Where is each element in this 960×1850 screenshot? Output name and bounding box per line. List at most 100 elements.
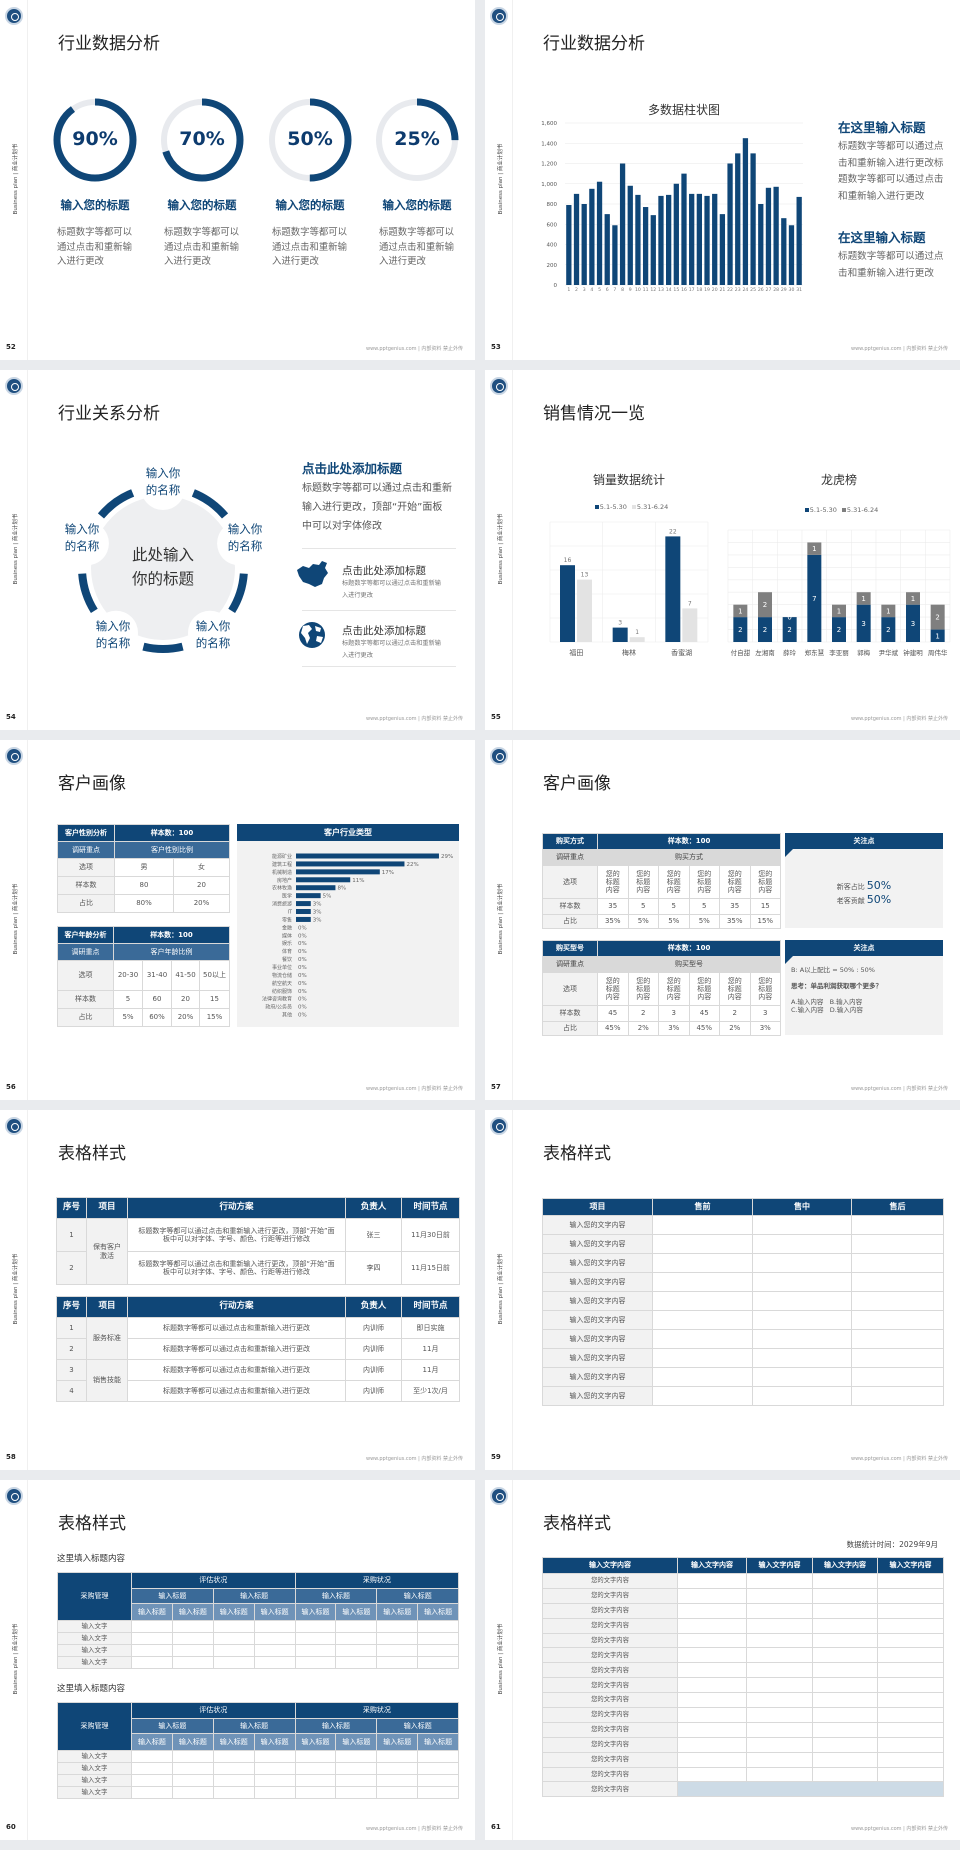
x-tick-label: 19 bbox=[704, 287, 710, 293]
table-cell bbox=[851, 1367, 944, 1387]
bar bbox=[612, 225, 618, 285]
table-cell: 调研重点 bbox=[57, 841, 115, 859]
table-row: 输入文字 bbox=[57, 1632, 460, 1645]
bar bbox=[666, 194, 672, 285]
table-cell bbox=[812, 1766, 878, 1783]
ring-text: 标题数字等都可以通过点击和重新输入进行更改 bbox=[164, 227, 240, 267]
table-cell: 张三 bbox=[345, 1218, 402, 1252]
table-cell bbox=[131, 1774, 173, 1787]
table-cell: 标题数字等都可以通过点击和重新输入进行更改 bbox=[127, 1317, 346, 1339]
table-cell: 3% bbox=[749, 1021, 782, 1036]
table-cell bbox=[877, 1662, 944, 1679]
category-label: 医学 bbox=[282, 893, 292, 900]
bar-segment bbox=[930, 629, 945, 642]
table-cell bbox=[171, 1786, 214, 1799]
table-cell: 占比 bbox=[57, 894, 115, 913]
category-label: 能源矿业 bbox=[272, 853, 292, 860]
bar bbox=[573, 193, 580, 285]
ring-percent: 70% bbox=[179, 128, 225, 150]
table-cell: 样本数：100 bbox=[114, 824, 230, 842]
table-row: 输入您的文字内容 bbox=[542, 1234, 944, 1254]
y-tick-label: 1,400 bbox=[541, 141, 557, 147]
data-label: 1 bbox=[837, 607, 841, 615]
table-cell: 调研重点 bbox=[57, 943, 114, 961]
bar bbox=[658, 195, 664, 285]
table-cell: 3 bbox=[658, 1005, 690, 1022]
table-cell: 输入标题 bbox=[212, 1718, 296, 1734]
table-cell: 占比 bbox=[542, 914, 598, 929]
page-number: 61 bbox=[491, 1823, 501, 1831]
table-row: 输入您的文字内容 bbox=[542, 1253, 944, 1273]
table-cell: 购买方式 bbox=[542, 833, 598, 850]
table-cell: 您的标题内容 bbox=[688, 972, 720, 1006]
table-cell: 输入标题 bbox=[212, 1603, 255, 1621]
logo-icon bbox=[5, 377, 23, 395]
table-cell bbox=[812, 1573, 878, 1589]
slide-title: 表格样式 bbox=[58, 1144, 126, 1164]
x-tick-label: 6 bbox=[606, 287, 609, 293]
table-cell bbox=[171, 1750, 214, 1763]
table-cell: 输入您的文字内容 bbox=[542, 1215, 653, 1235]
table-row: 购买方式 样本数：100 bbox=[542, 833, 782, 850]
table-row: 选项 您的标题内容 您的标题内容 您的标题内容 您的标题内容 您的标题内容 您的标题内容 bbox=[542, 865, 782, 899]
slide-title: 表格样式 bbox=[58, 1514, 126, 1534]
slide-56: Business plan | 商业计划书 56 客户画像 www.pptgenius… bbox=[0, 740, 475, 1100]
table-cell: 您的标题内容 bbox=[749, 972, 782, 1006]
x-tick-label: 1 bbox=[567, 287, 570, 293]
table-cell: 售前 bbox=[652, 1198, 753, 1216]
table-cell: 您的文字内容 bbox=[542, 1751, 678, 1768]
category-label: 媒体 bbox=[282, 932, 292, 939]
stat-label: 老客贡献 bbox=[836, 897, 865, 905]
table-cell bbox=[677, 1662, 747, 1679]
bar bbox=[719, 214, 726, 285]
table-cell: 行动方案 bbox=[127, 1197, 346, 1219]
chart-title: 销量数据统计 bbox=[592, 473, 665, 487]
logo-icon bbox=[5, 1487, 23, 1505]
table-cell: 至少1次/月 bbox=[401, 1380, 460, 1402]
table-row: 输入您的文字内容 bbox=[542, 1215, 944, 1235]
data-label: 2 bbox=[738, 626, 742, 634]
table-cell bbox=[652, 1367, 753, 1387]
table-cell bbox=[877, 1736, 944, 1753]
ring-heading: 输入您的标题 bbox=[275, 198, 345, 212]
table-cell: 输入文字 bbox=[57, 1750, 132, 1763]
table-cell: 您的文字内容 bbox=[542, 1781, 678, 1798]
table-cell bbox=[376, 1762, 419, 1775]
table-cell bbox=[294, 1632, 337, 1645]
table-cell bbox=[417, 1644, 460, 1657]
table-cell bbox=[851, 1234, 944, 1254]
category-label: 政府/公务员 bbox=[265, 1004, 292, 1011]
table-cell: 5% bbox=[627, 914, 659, 929]
table-cell: 您的文字内容 bbox=[542, 1632, 678, 1649]
table-cell bbox=[752, 1348, 852, 1368]
legend-label: 5.31-6.24 bbox=[636, 503, 669, 511]
table-row: 2 标题数字等都可以通过点击和重新输入进行更改 内训师 11月 bbox=[56, 1338, 460, 1360]
table-cell bbox=[677, 1751, 747, 1768]
table-cell bbox=[877, 1647, 944, 1664]
data-label: 1 bbox=[635, 629, 639, 636]
table-cell bbox=[812, 1677, 878, 1694]
table-cell bbox=[812, 1587, 878, 1604]
ring-segment bbox=[78, 573, 98, 614]
x-tick-label: 24 bbox=[742, 287, 748, 293]
ring-segment bbox=[97, 489, 135, 519]
data-label: 2 bbox=[935, 614, 939, 622]
table-cell: 购买方式 bbox=[596, 849, 782, 866]
procurement-table: 采购管理 评估状况 采购状况 输入标题 输入标题 输入标题 输入标题 输入标题 输入标题 输入标题… bbox=[57, 1702, 460, 1799]
table-cell bbox=[652, 1310, 753, 1330]
table-cell bbox=[131, 1644, 173, 1657]
x-tick-label: 15 bbox=[673, 287, 679, 293]
table-cell bbox=[746, 1617, 813, 1634]
slide-title: 客户画像 bbox=[543, 774, 611, 794]
data-label: 0 bbox=[787, 614, 791, 622]
data-label: 2 bbox=[763, 626, 767, 634]
category-label: 纺织服饰 bbox=[272, 988, 292, 995]
table-cell bbox=[212, 1656, 255, 1669]
bar-segment bbox=[807, 542, 822, 555]
table-cell: 输入文字 bbox=[57, 1774, 132, 1787]
table-row: 序号 项目 行动方案 负责人 时间节点 bbox=[56, 1197, 460, 1219]
data-label: 0% bbox=[298, 997, 307, 1003]
center-circle bbox=[91, 496, 235, 640]
y-tick-label: 1,000 bbox=[541, 182, 557, 188]
bar-segment bbox=[782, 617, 797, 642]
